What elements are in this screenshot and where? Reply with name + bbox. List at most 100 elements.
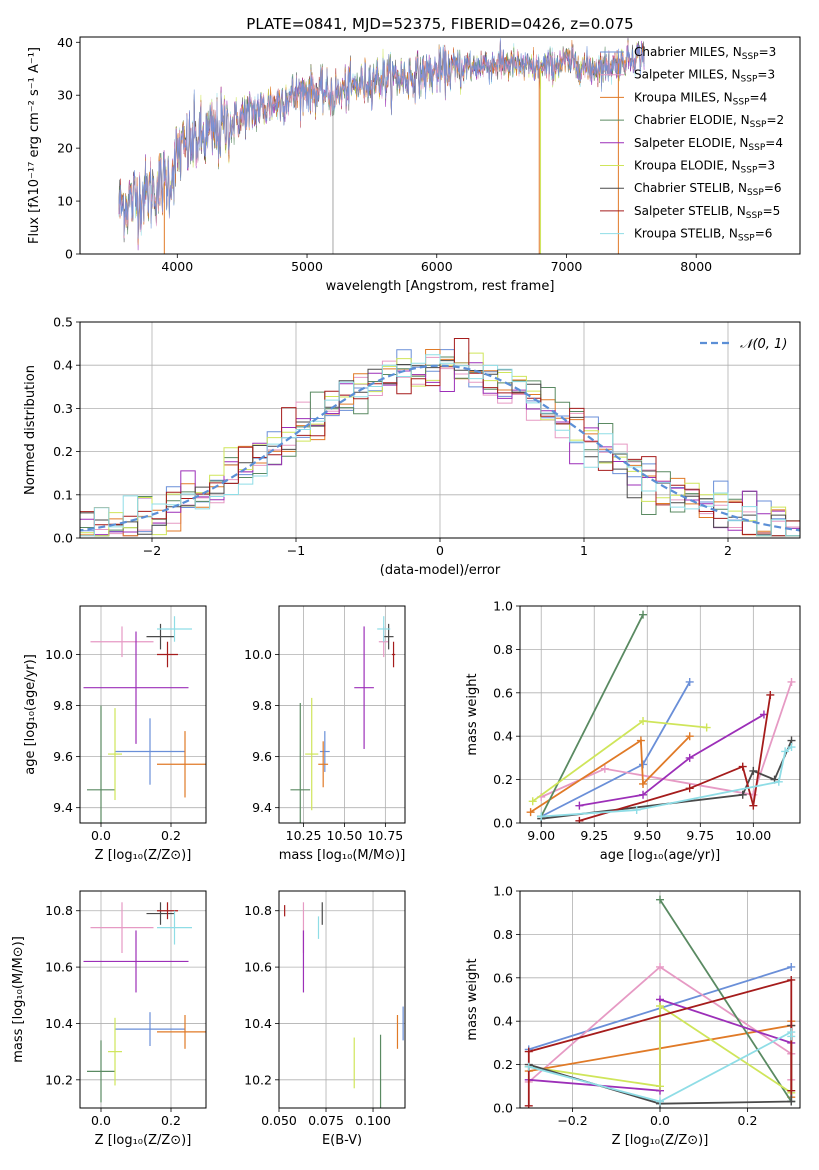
weight-marker xyxy=(787,743,796,752)
legend-label: Kroupa ELODIE, NSSP=3 xyxy=(634,159,775,176)
x-tick-label: 0.2 xyxy=(738,1113,758,1128)
weight-marker xyxy=(787,1032,796,1041)
x-tick-label: 0.2 xyxy=(161,828,181,843)
x-tick-label: 0.075 xyxy=(308,1113,344,1128)
y-tick-label: 1.0 xyxy=(493,599,513,614)
y-tick-label: 1.0 xyxy=(493,884,513,899)
weight-marker xyxy=(766,690,775,699)
x-tick-label: −0.2 xyxy=(557,1113,587,1128)
y-tick-label: 9.6 xyxy=(252,749,272,764)
y-axis-label: mass weight xyxy=(465,673,480,755)
y-axis-label: Normed distribution xyxy=(23,365,38,495)
weight-marker xyxy=(781,747,790,756)
age-vs-z-frame xyxy=(79,605,207,824)
y-tick-label: 10.8 xyxy=(45,903,73,918)
age-vs-mass-axes: 10.25 10.50 10.75 9.4 9.6 9.8 10.0 mass [log₁₀(… xyxy=(244,606,405,863)
y-tick-label: 10.2 xyxy=(45,1072,73,1087)
spectrum-axes: 4000 5000 6000 7000 8000 0 10 20 30 40 wavelength … xyxy=(27,35,712,294)
residuals-frame xyxy=(79,321,801,539)
x-tick-label: 0.0 xyxy=(91,828,111,843)
mass-vs-z-points xyxy=(83,902,206,1103)
y-tick-label: 0.2 xyxy=(53,444,73,459)
weight-vs-age-lines xyxy=(526,610,796,823)
x-axis-label: Z [log₁₀(Z/Z⊙)] xyxy=(95,1133,192,1148)
y-tick-label: 0 xyxy=(65,247,73,262)
spectrum-line-chabrier-miles xyxy=(118,38,645,239)
y-tick-label: 0.3 xyxy=(53,401,73,416)
weight-marker xyxy=(787,677,796,686)
legend-label: Kroupa STELIB, NSSP=6 xyxy=(634,227,772,244)
y-tick-label: 10.0 xyxy=(244,647,272,662)
y-tick-label: 10.4 xyxy=(244,1016,272,1031)
spectrum-frame xyxy=(79,36,801,255)
legend-label: Chabrier MILES, NSSP=3 xyxy=(634,45,776,62)
x-tick-label: 0.050 xyxy=(261,1113,297,1128)
weight-marker xyxy=(632,805,641,814)
legend-label: Kroupa MILES, NSSP=4 xyxy=(634,90,767,107)
y-tick-label: 40 xyxy=(57,35,73,50)
x-tick-label: 2 xyxy=(724,543,732,558)
y-tick-label: 0.5 xyxy=(53,315,73,330)
weight-marker xyxy=(685,784,694,793)
weight-line-salpeter-miles xyxy=(540,681,793,798)
x-tick-label: 0 xyxy=(436,543,444,558)
y-axis-label: Flux [fλ10⁻¹⁷ erg cm⁻² s⁻¹ A⁻¹] xyxy=(27,47,42,244)
weight-marker xyxy=(738,762,747,771)
y-tick-label: 10 xyxy=(57,194,73,209)
x-tick-label: 0.0 xyxy=(91,1113,111,1128)
x-tick-label: 9.25 xyxy=(580,828,608,843)
x-tick-label: −1 xyxy=(287,543,305,558)
y-tick-label: 20 xyxy=(57,141,73,156)
weight-marker xyxy=(656,962,664,971)
spectrum-lines xyxy=(118,37,645,254)
x-tick-label: 9.50 xyxy=(633,828,661,843)
x-tick-label: 10.00 xyxy=(735,828,771,843)
x-tick-label: 8000 xyxy=(680,259,712,274)
weight-marker xyxy=(738,790,747,799)
weight-line-kroupa-miles xyxy=(530,735,691,813)
x-tick-label: 9.75 xyxy=(686,828,714,843)
y-tick-label: 10.0 xyxy=(45,647,73,662)
histograms xyxy=(80,338,800,537)
x-tick-label: 6000 xyxy=(421,259,453,274)
weight-marker xyxy=(702,723,711,732)
weight-marker xyxy=(685,753,694,762)
legend-label: 𝒩(0, 1) xyxy=(740,337,787,352)
spectrum-title: PLATE=0841, MJD=52375, FIBERID=0426, z=0… xyxy=(246,15,633,33)
x-tick-label: 0.2 xyxy=(161,1113,181,1128)
weight-marker xyxy=(524,1062,533,1071)
y-tick-label: 0.1 xyxy=(53,487,73,502)
x-tick-label: 4000 xyxy=(161,259,193,274)
y-tick-label: 0.2 xyxy=(493,1057,513,1072)
weight-vs-z-axes: −0.2 0.0 0.2 0.0 0.2 0.4 0.6 0.8 1.0 Z [log₁₀(Z/Z… xyxy=(465,884,800,1148)
mass-vs-ebv-points xyxy=(284,902,404,1108)
x-tick-label: 9.00 xyxy=(527,828,555,843)
y-tick-label: 10.6 xyxy=(45,960,73,975)
mass-vs-z-frame xyxy=(79,890,207,1109)
weight-marker xyxy=(639,790,648,799)
x-tick-label: 7000 xyxy=(551,259,583,274)
weight-marker xyxy=(524,1101,533,1108)
y-tick-label: 0.0 xyxy=(493,1101,513,1116)
y-tick-label: 30 xyxy=(57,88,73,103)
y-tick-label: 0.6 xyxy=(493,685,513,700)
weight-marker xyxy=(575,801,584,810)
weight-marker xyxy=(787,1086,796,1095)
residuals-legend: 𝒩(0, 1) xyxy=(700,337,787,352)
age-vs-mass-points xyxy=(290,616,396,823)
y-tick-label: 0.2 xyxy=(493,772,513,787)
y-tick-label: 9.8 xyxy=(252,698,272,713)
x-tick-label: 10.75 xyxy=(367,828,403,843)
y-tick-label: 0.8 xyxy=(493,927,513,942)
legend-label: Chabrier ELODIE, NSSP=2 xyxy=(634,113,784,130)
weight-marker xyxy=(639,779,648,788)
weight-marker xyxy=(749,801,758,810)
y-tick-label: 10.4 xyxy=(45,1016,73,1031)
x-tick-label: −2 xyxy=(143,543,161,558)
panels: 4000 5000 6000 7000 8000010203040wavelength … xyxy=(11,35,801,1148)
weight-marker xyxy=(749,766,758,775)
y-tick-label: 9.8 xyxy=(53,698,73,713)
legend-label: Salpeter ELODIE, NSSP=4 xyxy=(634,136,783,153)
y-tick-label: 9.4 xyxy=(252,800,272,815)
